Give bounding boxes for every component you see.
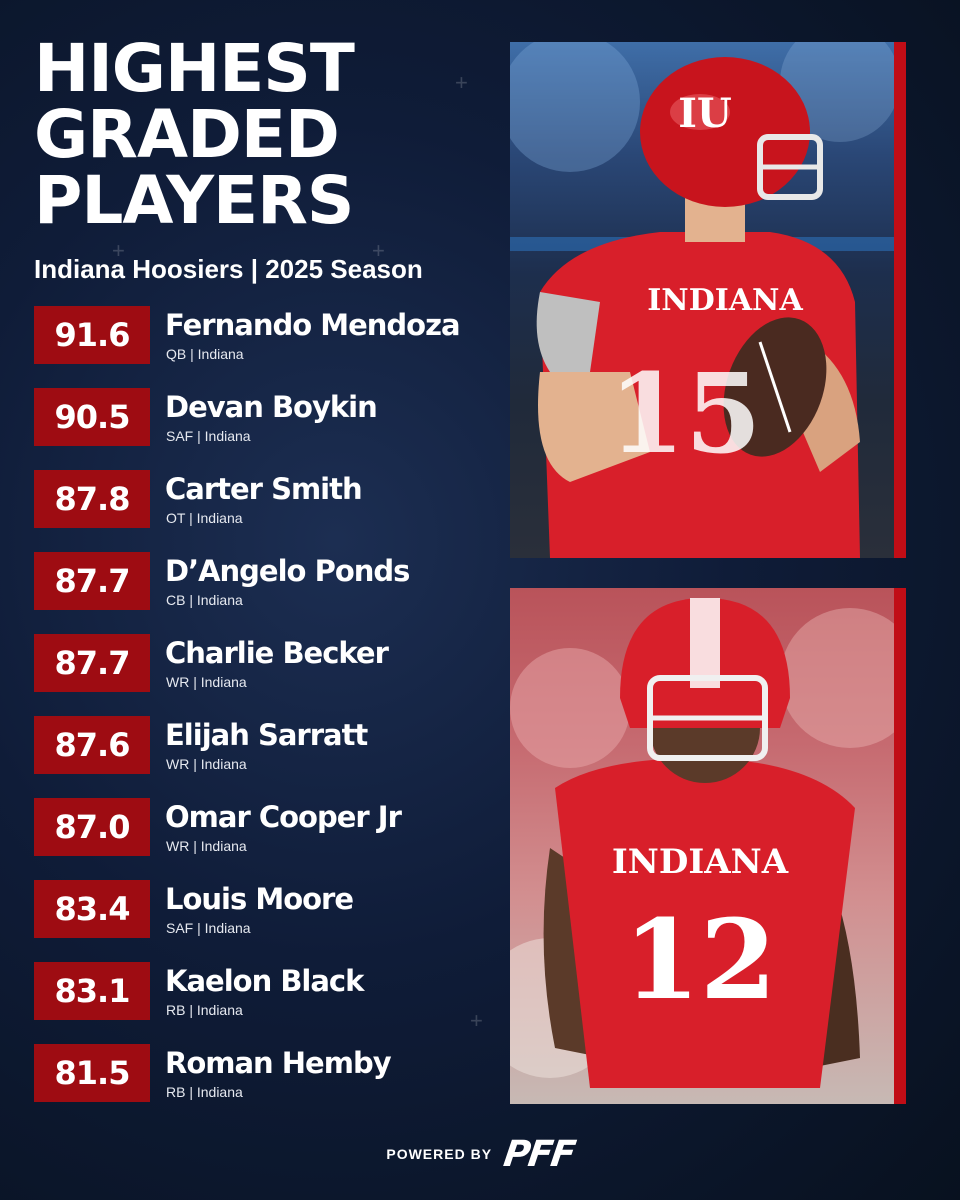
player-name: Roman Hemby (165, 1046, 392, 1080)
player-row: 87.8 Carter Smith OT | Indiana (34, 470, 494, 552)
player-name: Kaelon Black (165, 964, 364, 998)
grade-badge: 87.7 (34, 634, 150, 692)
title-line: GRADED (34, 96, 340, 173)
jersey-text: INDIANA (647, 283, 803, 318)
photo-accent-stripe (894, 42, 906, 558)
grade-badge: 90.5 (34, 388, 150, 446)
helmet-logo: IU (678, 90, 732, 137)
title-line: PLAYERS (34, 162, 354, 239)
player-row: 90.5 Devan Boykin SAF | Indiana (34, 388, 494, 470)
jersey-number: 15 (608, 349, 761, 478)
player-meta: WR | Indiana (166, 838, 247, 854)
jersey-text: INDIANA (612, 842, 789, 882)
subtitle: Indiana Hoosiers | 2025 Season (34, 254, 423, 284)
player-photo-top: INDIANA 15 IU (510, 42, 906, 558)
player-meta: SAF | Indiana (166, 428, 251, 444)
plus-decoration: + (112, 238, 125, 263)
player-name: Devan Boykin (165, 390, 378, 424)
quarterback-illustration: INDIANA 15 IU (510, 42, 906, 558)
player-name: Elijah Sarratt (165, 718, 368, 752)
grade-badge: 83.4 (34, 880, 150, 938)
grade-badge: 87.6 (34, 716, 150, 774)
grade-badge: 87.0 (34, 798, 150, 856)
player-meta: SAF | Indiana (166, 920, 251, 936)
plus-decoration: + (455, 70, 468, 95)
plus-decoration: + (372, 238, 385, 263)
player-row: 81.5 Roman Hemby RB | Indiana (34, 1044, 494, 1126)
footer: POWERED BY PFF (0, 1133, 960, 1175)
player-meta: WR | Indiana (166, 674, 247, 690)
player-row: 87.7 D’Angelo Ponds CB | Indiana (34, 552, 494, 634)
player-meta: RB | Indiana (166, 1084, 243, 1100)
player-meta: OT | Indiana (166, 510, 243, 526)
player-photo-bottom: INDIANA 12 (510, 588, 906, 1104)
pff-logo: PFF (501, 1133, 577, 1175)
page-title: HIGHEST GRADED PLAYERS (34, 30, 355, 239)
player-list: 91.6 Fernando Mendoza QB | Indiana 90.5 … (34, 306, 494, 1126)
player-row: 87.7 Charlie Becker WR | Indiana (34, 634, 494, 716)
player-meta: CB | Indiana (166, 592, 243, 608)
grade-badge: 83.1 (34, 962, 150, 1020)
receiver-illustration: INDIANA 12 (510, 598, 906, 1088)
player-row: 87.0 Omar Cooper Jr WR | Indiana (34, 798, 494, 880)
player-row: 87.6 Elijah Sarratt WR | Indiana (34, 716, 494, 798)
player-name: D’Angelo Ponds (165, 554, 410, 588)
player-meta: WR | Indiana (166, 756, 247, 772)
title-line: HIGHEST (34, 30, 355, 107)
player-meta: RB | Indiana (166, 1002, 243, 1018)
player-name: Louis Moore (165, 882, 354, 916)
player-name: Fernando Mendoza (165, 308, 461, 342)
photo-accent-stripe (894, 588, 906, 1104)
player-row: 83.4 Louis Moore SAF | Indiana (34, 880, 494, 962)
grade-badge: 81.5 (34, 1044, 150, 1102)
jersey-number: 12 (623, 895, 776, 1024)
plus-decoration: + (470, 1008, 483, 1033)
player-meta: QB | Indiana (166, 346, 244, 362)
grade-badge: 87.8 (34, 470, 150, 528)
player-row: 91.6 Fernando Mendoza QB | Indiana (34, 306, 494, 388)
grade-badge: 91.6 (34, 306, 150, 364)
player-name: Omar Cooper Jr (165, 800, 402, 834)
player-row: 83.1 Kaelon Black RB | Indiana (34, 962, 494, 1044)
powered-by-label: POWERED BY (386, 1146, 493, 1162)
player-name: Charlie Becker (165, 636, 389, 670)
player-name: Carter Smith (165, 472, 363, 506)
grade-badge: 87.7 (34, 552, 150, 610)
